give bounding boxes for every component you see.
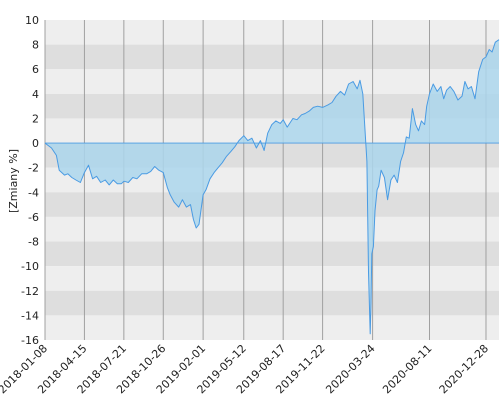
- y-tick-label: 8: [32, 39, 39, 52]
- y-tick-label: 10: [25, 14, 39, 27]
- x-axis-ticks: 2018-01-082018-04-152018-07-212018-10-26…: [0, 342, 491, 396]
- y-tick-label: 6: [32, 63, 39, 76]
- grid-band: [45, 20, 499, 45]
- grid-band: [45, 315, 499, 340]
- grid-band: [45, 266, 499, 291]
- grid-band: [45, 290, 499, 316]
- y-tick-label: -4: [28, 186, 39, 199]
- x-tick-label: 2020-08-11: [380, 342, 434, 396]
- y-tick-label: 4: [32, 88, 39, 101]
- y-tick-label: 2: [32, 112, 39, 125]
- y-tick-label: -6: [28, 211, 39, 224]
- grid-band: [45, 241, 499, 267]
- grid-band: [45, 69, 499, 94]
- grid-band: [45, 93, 499, 119]
- x-tick-label: 2020-12-28: [437, 342, 491, 396]
- y-tick-label: -10: [21, 260, 39, 273]
- y-tick-label: -2: [28, 162, 39, 175]
- y-axis-ticks: 10 8 6 4 2 0 -2 -4 -6 -8 -10 -12 -14 -16: [21, 14, 39, 347]
- grid-band: [45, 192, 499, 217]
- grid-band: [45, 44, 499, 70]
- grid-band: [45, 216, 499, 242]
- y-tick-label: 0: [32, 137, 39, 150]
- y-tick-label: -16: [21, 334, 39, 347]
- series-line: [44, 39, 500, 335]
- y-tick-label: -14: [21, 309, 39, 322]
- y-tick-label: -12: [21, 285, 39, 298]
- y-axis-label: [Zmiany %]: [7, 149, 20, 213]
- x-tick-label: 2020-03-24: [323, 342, 377, 396]
- y-tick-label: -8: [28, 236, 39, 249]
